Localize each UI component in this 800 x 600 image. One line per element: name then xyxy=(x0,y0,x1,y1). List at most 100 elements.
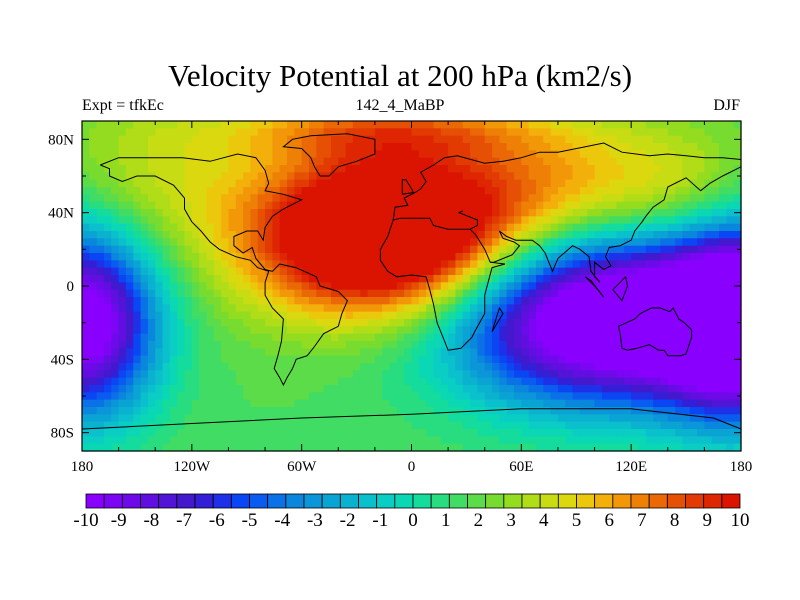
field-cell xyxy=(140,377,149,386)
field-cell xyxy=(287,333,295,342)
field-cell xyxy=(338,443,347,452)
field-cell xyxy=(653,348,662,357)
field-cell xyxy=(287,231,295,239)
field-cell xyxy=(404,260,413,269)
field-cell xyxy=(543,443,552,452)
field-cell xyxy=(89,172,98,181)
field-cell xyxy=(162,407,171,415)
field-cell xyxy=(213,443,222,452)
field-cell xyxy=(360,429,369,437)
field-cell xyxy=(521,304,530,313)
field-cell xyxy=(601,128,610,137)
field-cell xyxy=(492,348,500,357)
field-cell xyxy=(645,157,654,166)
field-cell xyxy=(418,157,427,166)
field-cell xyxy=(147,429,156,437)
field-cell xyxy=(323,245,332,254)
field-cell xyxy=(169,157,178,166)
field-cell xyxy=(389,355,398,364)
field-cell xyxy=(382,275,391,283)
field-cell xyxy=(638,216,647,225)
field-cell xyxy=(330,187,339,195)
field-cell xyxy=(118,355,127,364)
field-cell xyxy=(719,392,727,401)
field-cell xyxy=(382,135,391,144)
field-cell xyxy=(221,429,230,437)
field-cell xyxy=(440,333,449,342)
field-cell xyxy=(477,319,486,327)
field-cell xyxy=(184,363,193,371)
field-cell xyxy=(499,385,508,393)
field-cell xyxy=(82,407,90,415)
field-cell xyxy=(279,282,288,291)
field-cell xyxy=(206,443,215,452)
field-cell xyxy=(543,143,552,151)
field-cell xyxy=(206,421,215,430)
field-cell xyxy=(704,399,713,408)
field-cell xyxy=(579,421,588,430)
field-cell xyxy=(169,275,178,283)
field-cell xyxy=(550,289,559,298)
field-cell xyxy=(638,443,647,452)
field-cell xyxy=(653,282,662,291)
field-cell xyxy=(492,194,500,203)
field-cell xyxy=(631,216,640,225)
field-cell xyxy=(587,231,596,239)
field-cell xyxy=(675,377,684,386)
field-cell xyxy=(411,363,420,371)
field-cell xyxy=(272,304,281,313)
field-cell xyxy=(499,172,508,181)
field-cell xyxy=(484,319,493,327)
field-cell xyxy=(235,260,244,269)
field-cell xyxy=(89,304,98,313)
field-cell xyxy=(316,135,325,144)
field-cell xyxy=(565,201,574,210)
field-cell xyxy=(572,245,581,254)
field-cell xyxy=(265,245,273,254)
field-cell xyxy=(565,421,574,430)
field-cell xyxy=(601,157,610,166)
field-cell xyxy=(653,421,662,430)
field-cell xyxy=(719,253,727,261)
field-cell xyxy=(565,399,574,408)
field-cell xyxy=(301,179,310,188)
field-cell xyxy=(169,355,178,364)
field-cell xyxy=(623,370,632,379)
field-cell xyxy=(235,267,244,276)
field-cell xyxy=(125,385,134,393)
field-cell xyxy=(587,253,596,261)
field-cell xyxy=(374,201,383,210)
field-cell xyxy=(308,201,317,210)
field-cell xyxy=(667,260,676,269)
coastline xyxy=(401,179,415,195)
field-cell xyxy=(177,201,186,210)
field-cell xyxy=(645,238,654,247)
field-cell xyxy=(653,297,662,305)
field-cell xyxy=(316,311,325,320)
field-cell xyxy=(667,355,676,364)
field-cell xyxy=(199,392,208,401)
field-cell xyxy=(338,135,347,144)
field-cell xyxy=(587,443,596,452)
field-cell xyxy=(528,282,537,291)
field-cell xyxy=(426,172,435,181)
field-cell xyxy=(301,377,310,386)
field-cell xyxy=(689,187,698,195)
field-cell xyxy=(682,245,691,254)
field-cell xyxy=(711,333,720,342)
field-cell xyxy=(177,326,186,335)
field-cell xyxy=(323,304,332,313)
field-cell xyxy=(455,297,464,305)
field-cell xyxy=(308,128,317,137)
field-cell xyxy=(506,253,515,261)
field-cell xyxy=(396,245,405,254)
field-cell xyxy=(206,179,215,188)
colorbar-label: -10 xyxy=(73,510,98,531)
field-cell xyxy=(550,370,559,379)
field-cell xyxy=(535,297,544,305)
field-cell xyxy=(103,150,112,159)
field-cell xyxy=(308,245,317,254)
field-cell xyxy=(535,399,544,408)
field-cell xyxy=(184,311,193,320)
coastline xyxy=(100,153,348,387)
